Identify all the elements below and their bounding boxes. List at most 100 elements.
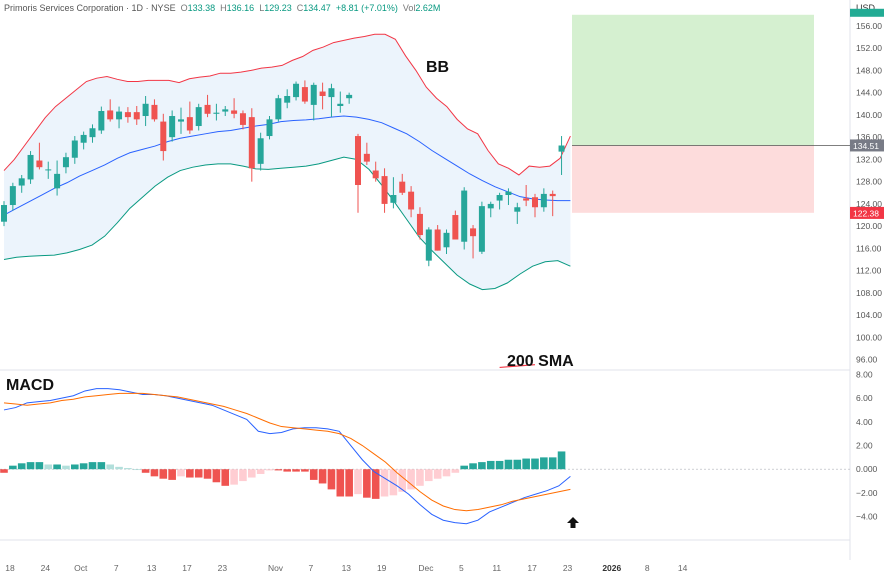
candle-body — [36, 160, 43, 168]
stop-zone — [572, 145, 814, 213]
macd-tick-label: −2.00 — [856, 488, 878, 498]
macd-histogram-bar — [150, 469, 159, 477]
macd-histogram-bar — [159, 469, 168, 479]
price-tag-bg — [850, 206, 884, 219]
candle — [425, 227, 432, 267]
candle — [408, 186, 415, 218]
bb-lower-line — [3, 156, 571, 291]
macd-tick-label: 8.00 — [856, 369, 873, 379]
macd-histogram-bar — [79, 463, 88, 470]
candle — [284, 89, 291, 109]
currency-label[interactable]: USD — [856, 3, 876, 13]
candle — [151, 99, 158, 122]
time-tick-label: 7 — [114, 563, 119, 573]
candle — [390, 177, 397, 209]
candle-body — [416, 213, 423, 236]
macd-tick-label: 6.00 — [856, 393, 873, 403]
price-tick-label: 140.00 — [856, 110, 882, 120]
macd-histogram-bar — [132, 469, 141, 471]
macd-histogram-bar — [71, 464, 79, 470]
candle-body — [487, 203, 494, 209]
candle-body — [222, 109, 229, 112]
macd-histogram-bar — [398, 469, 407, 492]
candle-body — [45, 169, 52, 171]
price-tick-label: 132.00 — [856, 154, 882, 164]
macd-tick-label: −4.00 — [856, 512, 878, 522]
time-tick-label: 5 — [459, 563, 464, 573]
candle — [266, 116, 273, 140]
candle-body — [178, 119, 184, 122]
time-tick-label: 17 — [527, 563, 537, 573]
candle — [213, 103, 220, 121]
candle — [514, 202, 521, 224]
candle-body — [478, 206, 485, 252]
macd-histogram-bar — [292, 469, 300, 472]
candle-body — [9, 186, 16, 206]
candle — [204, 94, 211, 118]
candle — [178, 107, 184, 134]
candle — [71, 136, 78, 164]
price-tick-label: 96.00 — [856, 355, 878, 365]
candle — [461, 187, 468, 250]
price-tag-label: 134.51 — [853, 141, 879, 151]
candle — [416, 207, 423, 240]
candle-body — [89, 128, 96, 138]
candle-body — [275, 98, 282, 120]
candle-body — [151, 104, 158, 120]
candle-body — [310, 84, 317, 105]
candle-body — [107, 110, 114, 120]
candle — [381, 168, 388, 213]
bb-annotation: BB — [426, 59, 449, 76]
macd-histogram-bar — [26, 462, 35, 470]
macd-histogram-bar — [442, 469, 451, 477]
macd-histogram-bar — [540, 457, 548, 470]
interval-label[interactable]: 1D — [131, 3, 144, 13]
candle — [337, 91, 344, 113]
candle-body — [452, 215, 459, 240]
bb-upper-line — [3, 33, 571, 176]
macd-histogram-bar — [309, 469, 318, 480]
low-label: L — [259, 3, 265, 13]
candle — [487, 201, 494, 218]
price-tick-label: 108.00 — [856, 288, 882, 298]
candle — [470, 225, 477, 259]
candle-body — [18, 178, 25, 186]
macd-histogram-bar — [416, 469, 424, 486]
candle — [452, 210, 459, 240]
candle-body — [355, 136, 361, 185]
time-tick-label: 24 — [41, 563, 51, 573]
macd-histogram-bar — [513, 459, 522, 470]
high-value: 136.16 — [226, 3, 255, 13]
macd-histogram-bar — [194, 469, 203, 478]
macd-title: MACD — [6, 377, 54, 394]
macd-histogram-bar — [115, 466, 123, 470]
candle-body — [1, 205, 7, 222]
candle — [231, 98, 238, 119]
time-tick-label: 8 — [645, 563, 650, 573]
macd-histogram-bar — [389, 469, 398, 496]
price-tick-label: 128.00 — [856, 177, 882, 187]
candle — [54, 160, 61, 196]
macd-histogram-bar — [283, 469, 291, 472]
candle — [186, 101, 193, 134]
macd-histogram-bar — [548, 457, 557, 470]
open-label: O — [180, 3, 188, 13]
candle — [142, 95, 149, 127]
symbol-name[interactable]: Primoris Services Corporation — [4, 3, 124, 13]
price-tick-label: 100.00 — [856, 332, 882, 342]
candle-body — [399, 181, 406, 193]
time-tick-label: 11 — [492, 563, 501, 573]
macd-histogram-bar — [221, 469, 230, 486]
candle-body — [239, 113, 246, 125]
candle-body — [337, 103, 344, 107]
candle — [222, 106, 229, 117]
candle — [169, 110, 176, 142]
candle — [372, 161, 379, 182]
candle — [9, 182, 16, 211]
candle — [27, 151, 34, 184]
macd-histogram-bar — [504, 459, 513, 470]
macd-histogram-bar — [141, 469, 150, 473]
time-tick-label: 23 — [218, 563, 228, 573]
candle-body — [142, 103, 149, 117]
